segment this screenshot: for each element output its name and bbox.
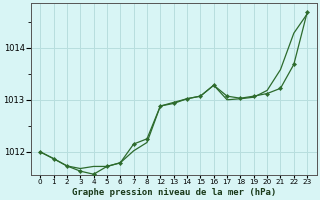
X-axis label: Graphe pression niveau de la mer (hPa): Graphe pression niveau de la mer (hPa) <box>72 188 276 197</box>
